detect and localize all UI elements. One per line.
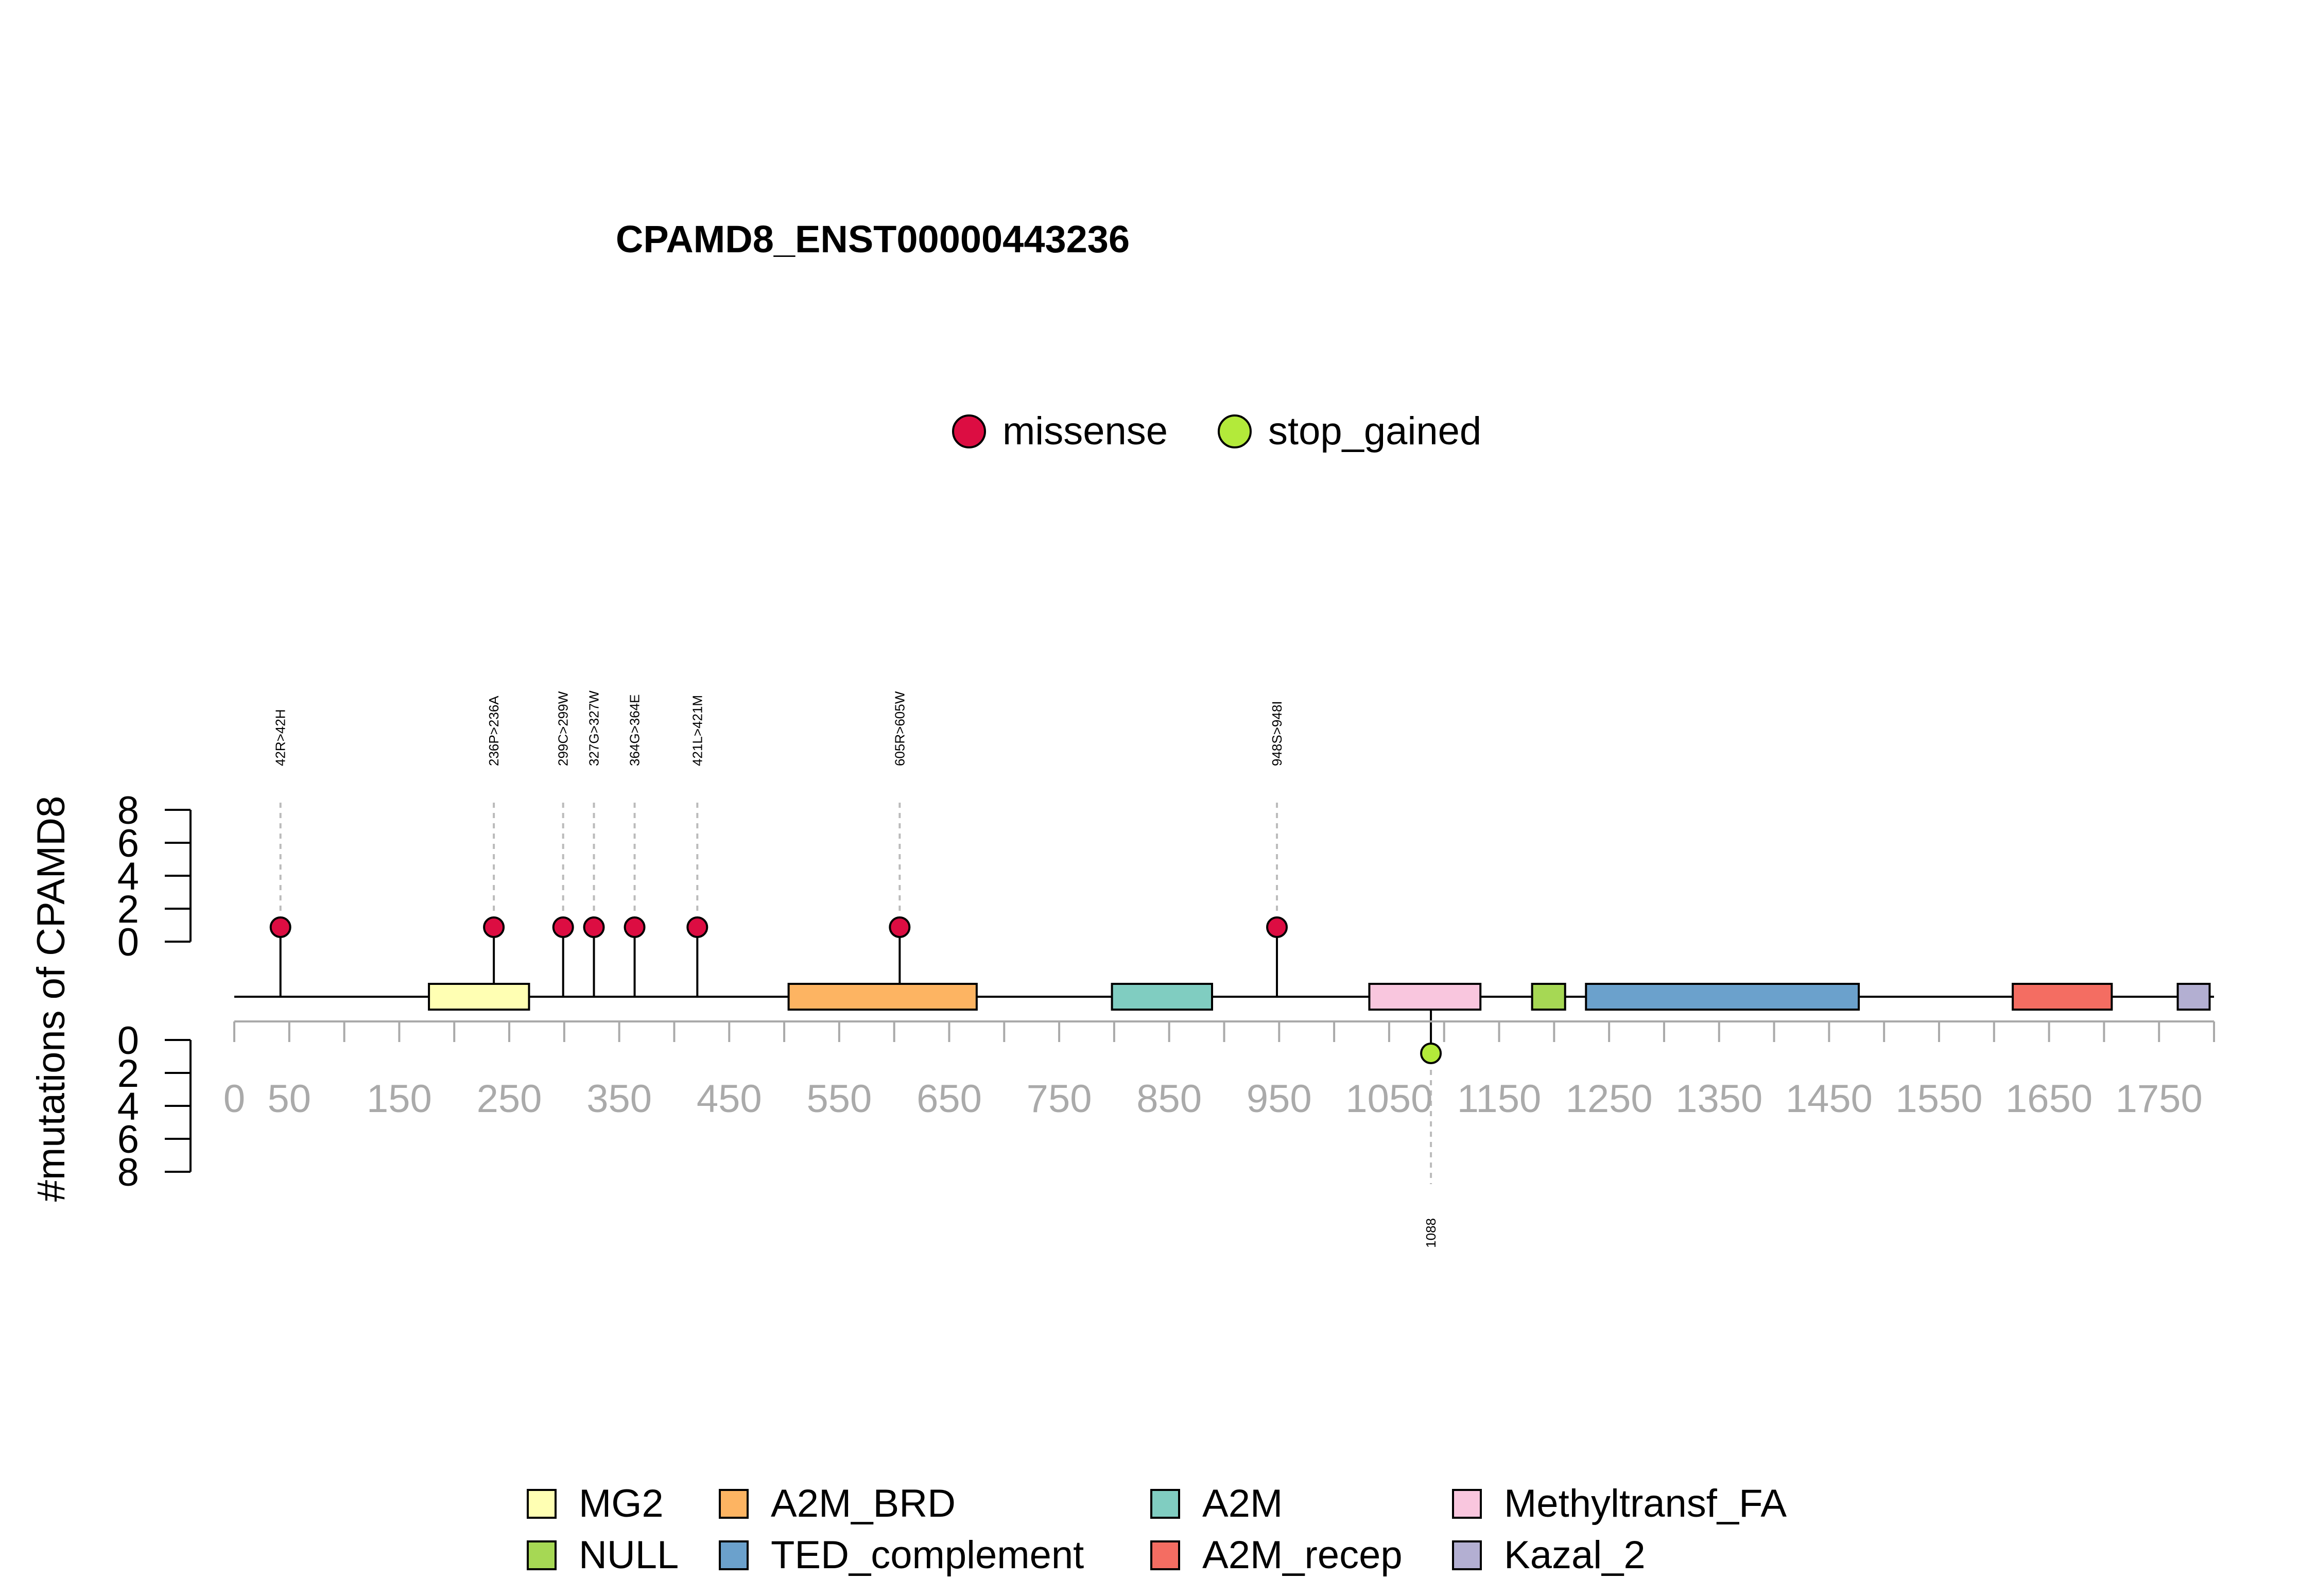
x-tick-label: 150	[367, 1077, 432, 1121]
domain-NULL	[1531, 983, 1566, 1011]
x-tick-label: 1350	[1675, 1077, 1762, 1121]
lollipop-heads	[269, 916, 1442, 1064]
y-tick-label: 8	[117, 789, 139, 832]
legend-MG2-swatch	[527, 1489, 557, 1519]
domain-A2M	[1111, 983, 1214, 1011]
mutation-label: 299C>299W	[556, 691, 571, 766]
y-tick-label: 8	[117, 1151, 139, 1194]
x-tick-label: 1450	[1786, 1077, 1873, 1121]
x-tick-label: 1050	[1345, 1077, 1432, 1121]
legend-stop_gained-swatch	[1218, 414, 1252, 448]
legend-TED_complement-label: TED_complement	[771, 1533, 1084, 1577]
legend-MG2-label: MG2	[579, 1482, 664, 1525]
mutation-label: 42R>42H	[273, 709, 288, 766]
legend-Kazal_2-swatch	[1452, 1540, 1482, 1570]
x-tick-label: 50	[268, 1077, 312, 1121]
x-tick-label: 0	[223, 1077, 245, 1121]
x-tick-label: 550	[806, 1077, 872, 1121]
x-tick-label: 250	[477, 1077, 542, 1121]
legend-NULL-swatch	[527, 1540, 557, 1570]
mutation-label: 948S>948I	[1269, 701, 1285, 766]
y-tick-label: 0	[117, 921, 139, 964]
lollipop-head	[889, 916, 911, 938]
lollipop-head	[583, 916, 605, 938]
domain-Methyltransf_FA	[1368, 983, 1482, 1011]
x-tick-label: 950	[1247, 1077, 1312, 1121]
y-tick-label: 4	[117, 855, 139, 898]
mutation-label: 364G>364E	[627, 694, 643, 766]
legend-missense-swatch	[952, 414, 986, 448]
x-tick-label: 1550	[1895, 1077, 1982, 1121]
domain-A2M_BRD	[787, 983, 978, 1011]
x-tick-label: 1250	[1566, 1077, 1653, 1121]
y-axis-label: #mutations of CPAMD8	[29, 796, 73, 1202]
mutation-label: 327G>327W	[586, 690, 602, 766]
domain-MG2	[428, 983, 530, 1011]
y-tick-label: 2	[117, 1052, 139, 1096]
domain-A2M_recep	[2012, 983, 2113, 1011]
x-tick-label: 450	[697, 1077, 762, 1121]
mutation-label: 1088	[1423, 1218, 1439, 1248]
lollipop-head	[1420, 1043, 1442, 1064]
mutation-type-legend: missense stop_gained	[952, 409, 1481, 453]
legend-TED_complement-swatch	[719, 1540, 749, 1570]
lollipop-head	[1266, 916, 1288, 938]
mutation-label: 236P>236A	[486, 696, 502, 766]
x-axis: 0 50 150 250 350 450 550 650 750 850 950 1050 1150 12…	[223, 1020, 2215, 1121]
mutation-label: 605R>605W	[892, 691, 907, 766]
legend-A2M_BRD-label: A2M_BRD	[771, 1482, 956, 1525]
domain-Kazal_2	[2176, 983, 2211, 1011]
x-tick-label: 650	[917, 1077, 982, 1121]
x-tick-label: 850	[1136, 1077, 1202, 1121]
domain-boxes	[428, 983, 2211, 1011]
lollipop-head	[552, 916, 574, 938]
domain-TED_complement	[1585, 983, 1860, 1011]
legend-A2M_BRD-swatch	[719, 1489, 749, 1519]
legend-missense-label: missense	[1002, 409, 1168, 453]
mutation-labels: 42R>42H 236P>236A 299C>299W 327G>327W 364G>3…	[273, 690, 1439, 1248]
x-tick-label: 1650	[2005, 1077, 2093, 1121]
legend-Methyltransf_FA-swatch	[1452, 1489, 1482, 1519]
legend-A2M-label: A2M	[1202, 1482, 1283, 1525]
x-tick-label: 350	[586, 1077, 652, 1121]
legend-A2M_recep-label: A2M_recep	[1202, 1533, 1403, 1577]
y-tick-label: 6	[117, 1118, 139, 1161]
mutation-label: 421L>421M	[689, 695, 705, 766]
y-tick-label: 0	[117, 1019, 139, 1063]
lollipop-head	[686, 916, 708, 938]
legend-Methyltransf_FA-label: Methyltransf_FA	[1504, 1482, 1787, 1525]
x-tick-label: 1750	[2116, 1077, 2203, 1121]
legend-Kazal_2-label: Kazal_2	[1504, 1533, 1646, 1577]
legend-NULL-label: NULL	[579, 1533, 679, 1577]
domain-legend: MG2 A2M_BRD A2M Methyltransf_FA NULL TED_comp…	[527, 1482, 1787, 1577]
chart-title: CPAMD8_ENST00000443236	[616, 218, 1130, 261]
lollipop-head	[483, 916, 505, 938]
y-tick-label: 2	[117, 888, 139, 931]
x-tick-label: 1150	[1457, 1077, 1541, 1121]
legend-stop_gained-label: stop_gained	[1268, 409, 1481, 453]
y-tick-label: 6	[117, 822, 139, 865]
y-tick-label: 4	[117, 1085, 139, 1129]
lollipop-head	[269, 916, 291, 938]
legend-A2M_recep-swatch	[1150, 1540, 1180, 1570]
x-tick-label: 750	[1027, 1077, 1092, 1121]
lollipop-head	[624, 916, 646, 938]
legend-A2M-swatch	[1150, 1489, 1180, 1519]
